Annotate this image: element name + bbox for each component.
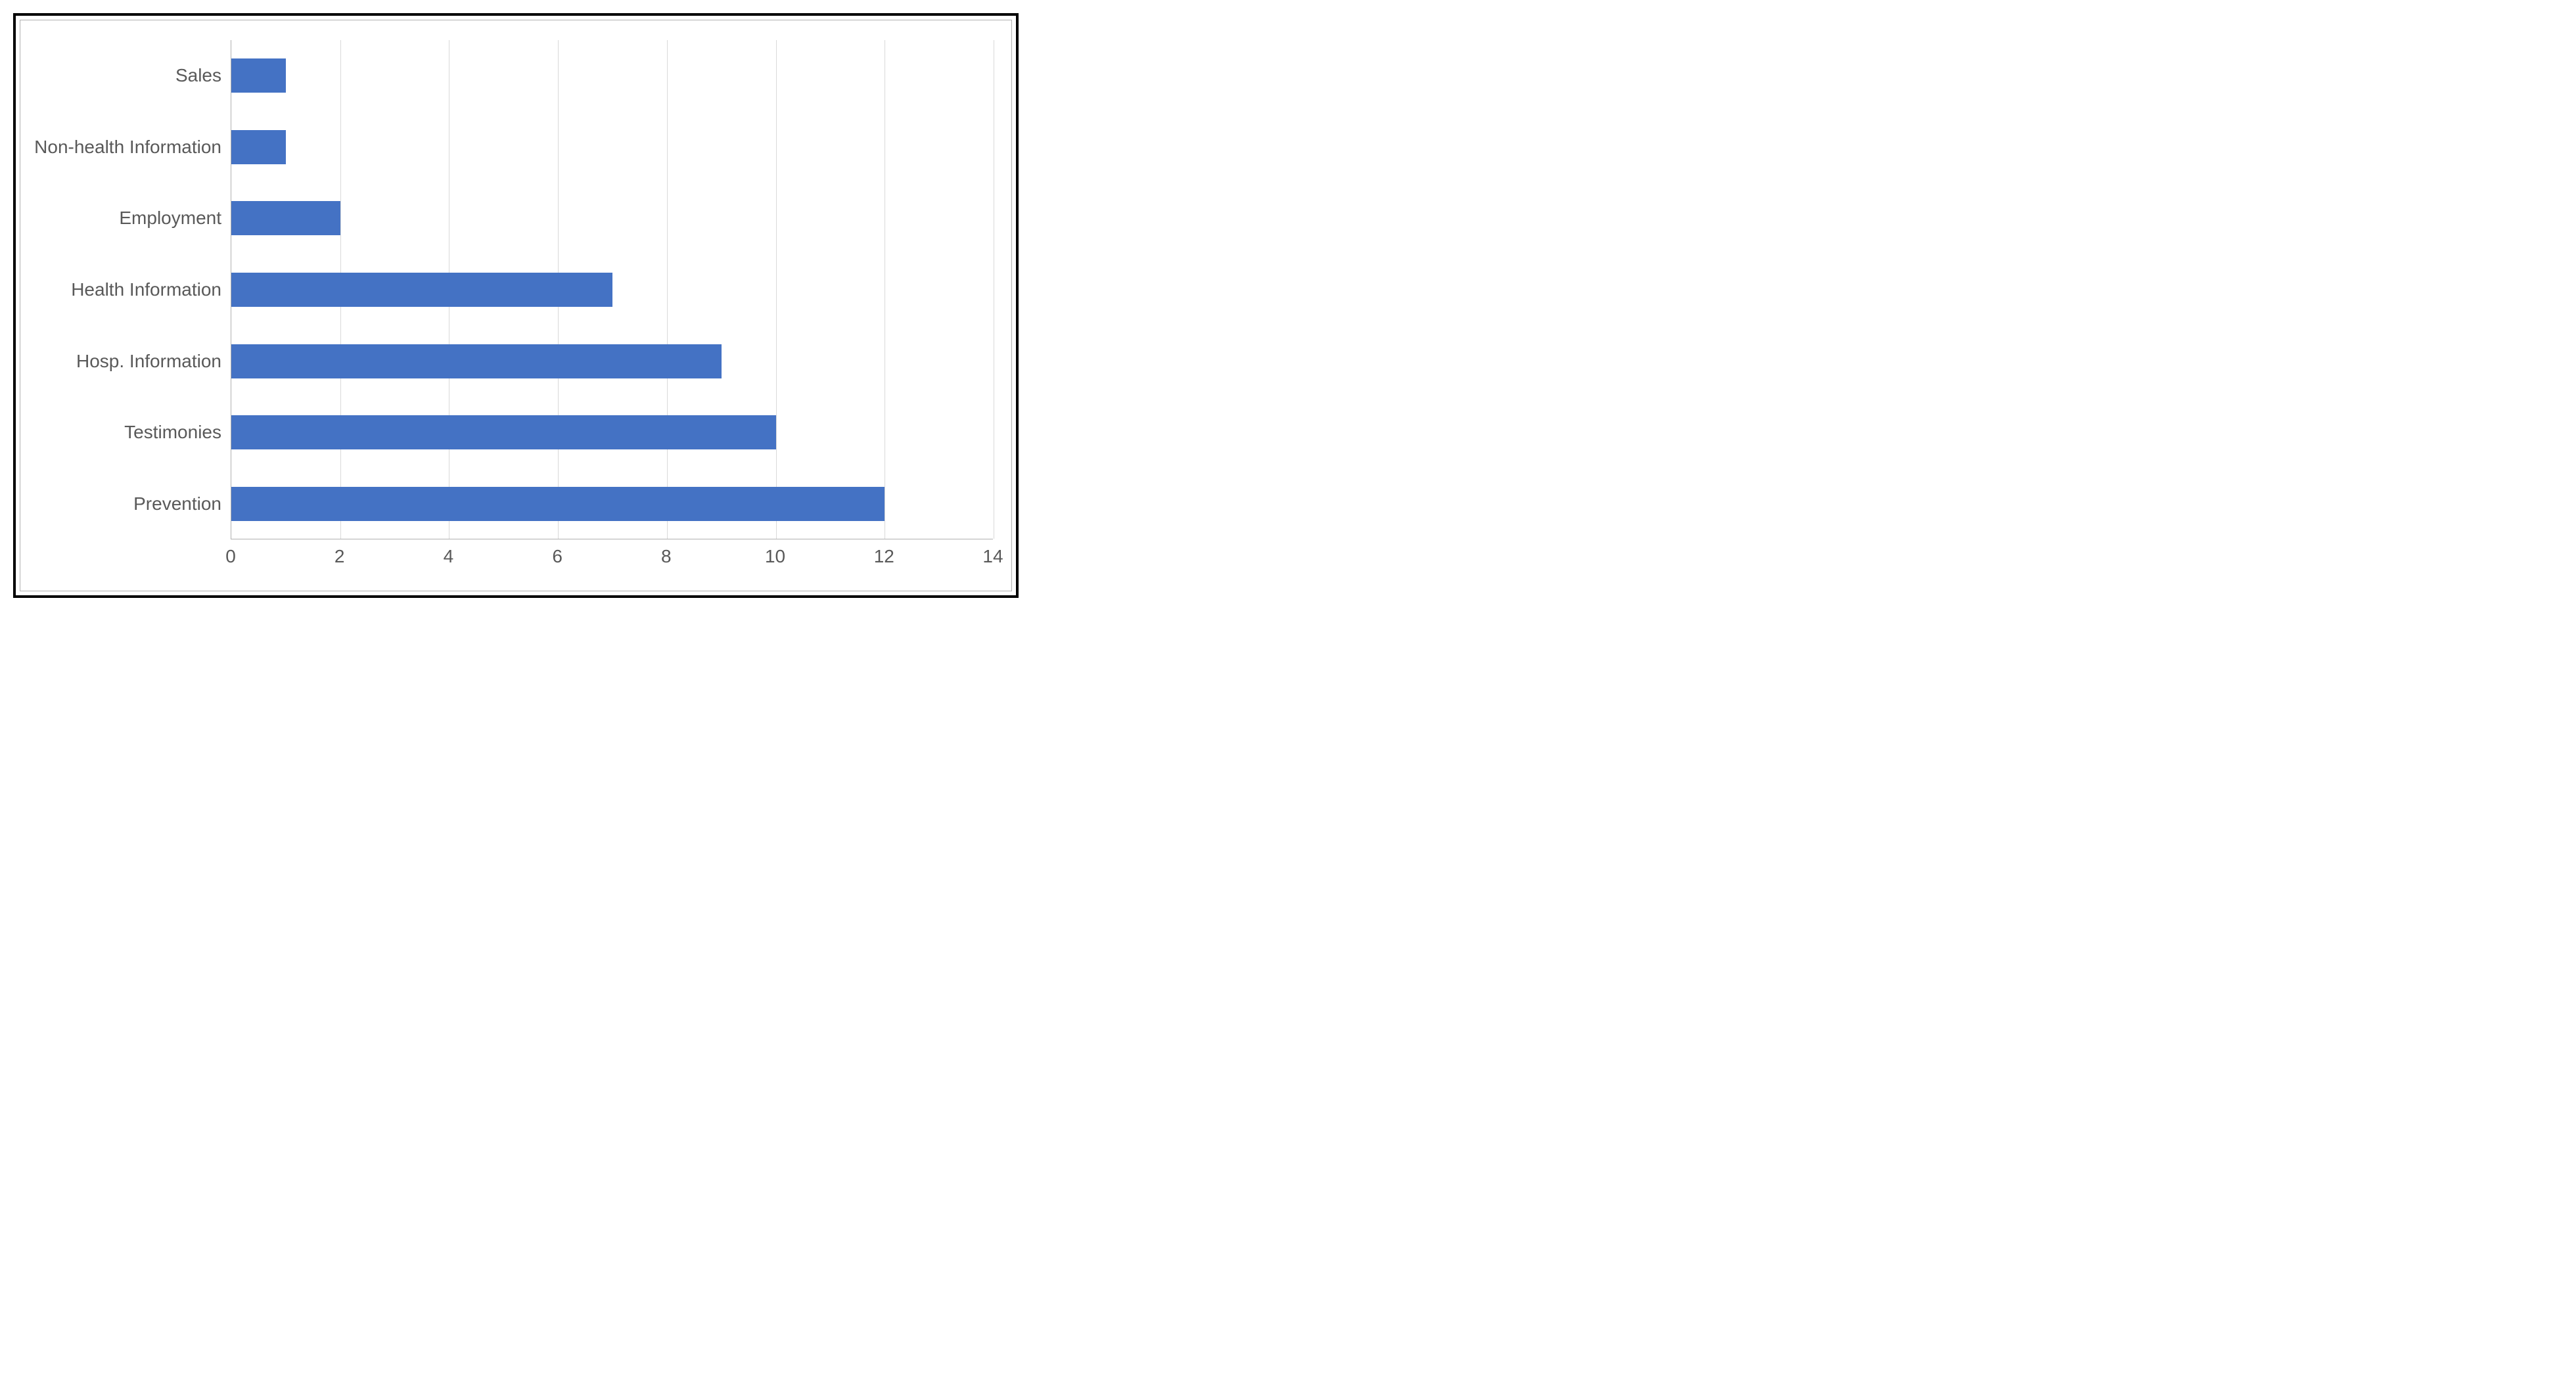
x-axis-labels: 02468101214: [231, 546, 993, 572]
chart-outer-border: Sales Non-health Information Employment Hea…: [13, 13, 1019, 598]
chart-frame: Sales Non-health Information Employment Hea…: [20, 20, 1012, 591]
gridline: [667, 40, 668, 539]
y-axis-category-label: Non-health Information: [34, 137, 221, 158]
x-axis-tick-label: 6: [552, 546, 563, 567]
x-axis-tick-label: 14: [982, 546, 1003, 567]
x-axis-tick-label: 2: [334, 546, 345, 567]
y-axis-category-label: Prevention: [133, 493, 221, 514]
y-axis-category-label: Testimonies: [124, 422, 221, 443]
plot-area: [231, 40, 993, 539]
y-axis-category-label: Hosp. Information: [76, 351, 221, 372]
bar: [231, 130, 286, 164]
y-axis-category-label: Employment: [119, 208, 221, 229]
x-axis-tick-label: 4: [444, 546, 454, 567]
y-axis-category-label: Health Information: [71, 279, 221, 300]
x-axis-tick-label: 10: [765, 546, 785, 567]
x-axis-tick-label: 12: [874, 546, 894, 567]
x-axis-tick-label: 0: [225, 546, 236, 567]
bar: [231, 487, 885, 521]
bar: [231, 344, 722, 378]
gridline: [776, 40, 777, 539]
y-axis-category-label: Sales: [175, 65, 221, 86]
bar: [231, 58, 286, 93]
y-axis-labels: Sales Non-health Information Employment Hea…: [20, 40, 221, 539]
bar: [231, 273, 612, 307]
bar: [231, 201, 340, 235]
x-axis-tick-label: 8: [661, 546, 672, 567]
bar: [231, 415, 776, 449]
